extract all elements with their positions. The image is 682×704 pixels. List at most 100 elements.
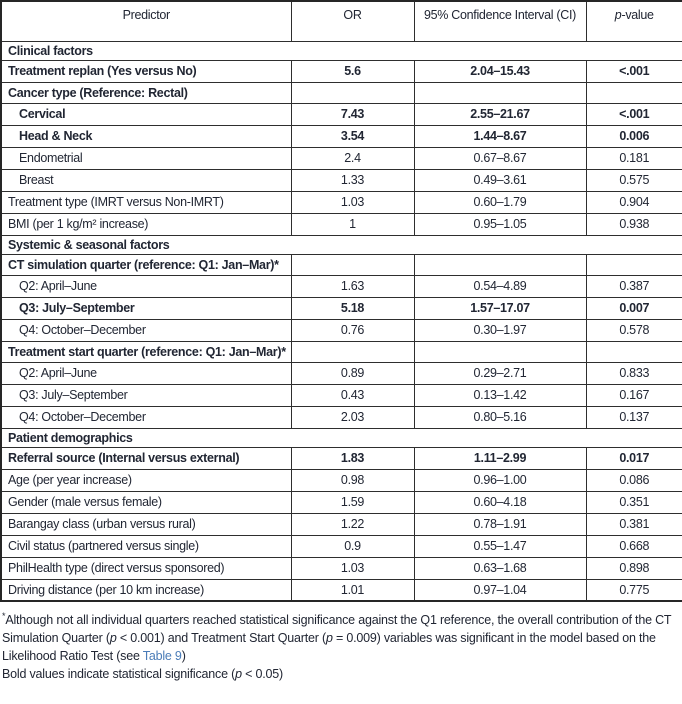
p-cell: 0.904 xyxy=(585,190,682,214)
or-cell: 1.63 xyxy=(290,274,415,298)
table-row: Endometrial 2.4 0.67–8.67 0.181 xyxy=(0,146,682,170)
table-row: Gender (male versus female) 1.59 0.60–4.18… xyxy=(0,490,682,514)
or-cell xyxy=(290,253,415,276)
p-cell: 0.898 xyxy=(585,556,682,580)
table-row: Q4: October–December 2.03 0.80–5.16 0.137 xyxy=(0,405,682,429)
text-segment: Although not all individual quarters rea… xyxy=(2,613,672,646)
footnote-quarters: *Although not all individual quarters re… xyxy=(2,607,678,665)
header-or: OR xyxy=(290,0,415,42)
predictor-cell: Treatment start quarter (reference: Q1: … xyxy=(0,340,292,363)
section-label: Clinical factors xyxy=(0,40,682,61)
p-cell: 0.181 xyxy=(585,146,682,170)
table-row: Driving distance (per 10 km increase) 1.0… xyxy=(0,578,682,602)
p-cell: 0.381 xyxy=(585,512,682,536)
predictor-cell: PhilHealth type (direct versus sponsored… xyxy=(0,556,292,580)
ci-cell: 0.60–1.79 xyxy=(413,190,587,214)
p-cell xyxy=(585,253,682,276)
p-cell: 0.137 xyxy=(585,405,682,429)
table-row: Barangay class (urban versus rural) 1.22 0… xyxy=(0,512,682,536)
table-row: Cervical 7.43 2.55–21.67 <.001 xyxy=(0,102,682,126)
table-row: Q2: April–June 0.89 0.29–2.71 0.833 xyxy=(0,361,682,385)
or-cell: 1.03 xyxy=(290,556,415,580)
header-predictor: Predictor xyxy=(0,0,292,42)
ci-cell: 2.04–15.43 xyxy=(413,59,587,83)
section-row: Systemic & seasonal factors xyxy=(0,234,682,255)
p-cell: 0.387 xyxy=(585,274,682,298)
regression-results-table: Predictor OR 95% Confidence Interval (CI… xyxy=(0,0,682,602)
text-segment: p xyxy=(614,8,622,22)
p-cell: 0.017 xyxy=(585,446,682,470)
p-cell xyxy=(585,81,682,104)
ci-cell: 2.55–21.67 xyxy=(413,102,587,126)
or-cell: 2.03 xyxy=(290,405,415,429)
or-cell: 1.59 xyxy=(290,490,415,514)
ci-cell: 0.30–1.97 xyxy=(413,318,587,342)
p-cell: 0.668 xyxy=(585,534,682,558)
predictor-cell: Cancer type (Reference: Rectal) xyxy=(0,81,292,104)
ci-cell: 0.96–1.00 xyxy=(413,468,587,492)
p-cell: 0.938 xyxy=(585,212,682,236)
predictor-cell: Q4: October–December xyxy=(0,405,292,429)
table-row: Civil status (partnered versus single) 0.… xyxy=(0,534,682,558)
or-cell: 1.33 xyxy=(290,168,415,192)
or-cell: 1 xyxy=(290,212,415,236)
ci-cell: 0.78–1.91 xyxy=(413,512,587,536)
p-cell: 0.578 xyxy=(585,318,682,342)
table-row: Q2: April–June 1.63 0.54–4.89 0.387 xyxy=(0,274,682,298)
text-segment: = 0.009) variables was significant in th… xyxy=(2,631,656,664)
header-p-value: p-value xyxy=(585,0,682,42)
section-row: Patient demographics xyxy=(0,427,682,448)
predictor-cell: Cervical xyxy=(0,102,292,126)
p-cell xyxy=(585,340,682,363)
table-row: Q3: July–September 5.18 1.57–17.07 0.007 xyxy=(0,296,682,320)
table-row: Age (per year increase) 0.98 0.96–1.00 0.08… xyxy=(0,468,682,492)
ci-cell: 1.11–2.99 xyxy=(413,446,587,470)
text-segment: Bold values indicate statistical signifi… xyxy=(2,667,236,682)
p-cell: 0.351 xyxy=(585,490,682,514)
predictor-cell: Driving distance (per 10 km increase) xyxy=(0,578,292,602)
ci-cell: 0.63–1.68 xyxy=(413,556,587,580)
or-cell: 7.43 xyxy=(290,102,415,126)
ci-cell: 1.57–17.07 xyxy=(413,296,587,320)
ci-cell: 0.95–1.05 xyxy=(413,212,587,236)
p-cell: 0.775 xyxy=(585,578,682,602)
predictor-cell: Head & Neck xyxy=(0,124,292,148)
text-segment: p xyxy=(325,631,333,646)
ci-cell xyxy=(413,340,587,363)
table-9-link[interactable]: Table 9 xyxy=(142,649,182,664)
table-row: CT simulation quarter (reference: Q1: Ja… xyxy=(0,253,682,276)
table-row: Referral source (Internal versus externa… xyxy=(0,446,682,470)
or-cell: 0.89 xyxy=(290,361,415,385)
text-segment: * xyxy=(2,611,6,621)
p-cell: 0.006 xyxy=(585,124,682,148)
or-cell: 1.01 xyxy=(290,578,415,602)
or-cell: 1.22 xyxy=(290,512,415,536)
ci-cell: 0.49–3.61 xyxy=(413,168,587,192)
predictor-cell: Civil status (partnered versus single) xyxy=(0,534,292,558)
predictor-cell: Gender (male versus female) xyxy=(0,490,292,514)
or-cell xyxy=(290,340,415,363)
table-header: Predictor OR 95% Confidence Interval (CI… xyxy=(0,0,682,42)
table-row: Q3: July–September 0.43 0.13–1.42 0.167 xyxy=(0,383,682,407)
text-segment: < 0.05) xyxy=(241,667,283,682)
ci-cell: 0.80–5.16 xyxy=(413,405,587,429)
p-cell: 0.575 xyxy=(585,168,682,192)
table-row: Treatment type (IMRT versus Non-IMRT) 1.0… xyxy=(0,190,682,214)
predictor-cell: CT simulation quarter (reference: Q1: Ja… xyxy=(0,253,292,276)
text-segment: -value xyxy=(621,8,654,22)
table-row: BMI (per 1 kg/m² increase) 1 0.95–1.05 0.93… xyxy=(0,212,682,236)
predictor-cell: Endometrial xyxy=(0,146,292,170)
table-row: Treatment start quarter (reference: Q1: … xyxy=(0,340,682,363)
or-cell: 5.18 xyxy=(290,296,415,320)
p-cell: 0.086 xyxy=(585,468,682,492)
text-segment: p xyxy=(109,631,117,646)
p-cell: <.001 xyxy=(585,102,682,126)
ci-cell xyxy=(413,253,587,276)
ci-cell: 0.97–1.04 xyxy=(413,578,587,602)
section-label: Patient demographics xyxy=(0,427,682,448)
predictor-cell: Referral source (Internal versus externa… xyxy=(0,446,292,470)
predictor-cell: Q4: October–December xyxy=(0,318,292,342)
ci-cell: 0.29–2.71 xyxy=(413,361,587,385)
predictor-cell: Treatment type (IMRT versus Non-IMRT) xyxy=(0,190,292,214)
predictor-cell: Barangay class (urban versus rural) xyxy=(0,512,292,536)
